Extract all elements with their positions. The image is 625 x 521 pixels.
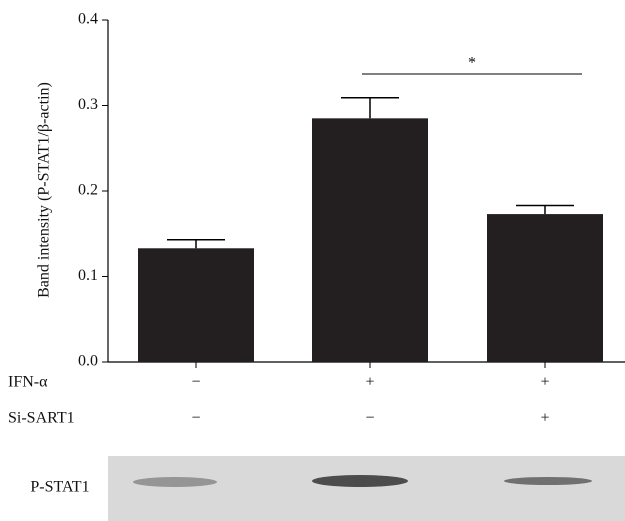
blot-band bbox=[133, 477, 217, 487]
y-tick-label: 0.3 bbox=[78, 96, 98, 113]
condition-value: + bbox=[365, 374, 374, 391]
condition-value: − bbox=[365, 410, 374, 427]
bar bbox=[487, 214, 603, 362]
bar bbox=[312, 118, 428, 362]
y-tick-label: 0.2 bbox=[78, 182, 98, 199]
condition-value: − bbox=[191, 410, 200, 427]
y-tick-label: 0.0 bbox=[78, 353, 98, 370]
y-tick-label: 0.1 bbox=[78, 267, 98, 284]
significance-mark: * bbox=[468, 55, 476, 72]
blot-band bbox=[504, 477, 592, 485]
condition-value: − bbox=[191, 374, 200, 391]
blot-image bbox=[108, 456, 625, 521]
blot-band bbox=[312, 475, 408, 487]
y-axis-label: Band intensity (P-STAT1/β-actin) bbox=[36, 82, 53, 298]
y-tick-label: 0.4 bbox=[78, 11, 98, 28]
blot-label: P-STAT1 bbox=[30, 479, 89, 496]
condition-label: IFN-α bbox=[8, 374, 48, 391]
condition-label: Si-SART1 bbox=[8, 410, 75, 427]
bar bbox=[138, 248, 254, 362]
chart: P-STAT1 Band intensity (P-STAT1/β-actin)… bbox=[0, 0, 625, 521]
condition-value: + bbox=[540, 374, 549, 391]
condition-value: + bbox=[540, 410, 549, 427]
